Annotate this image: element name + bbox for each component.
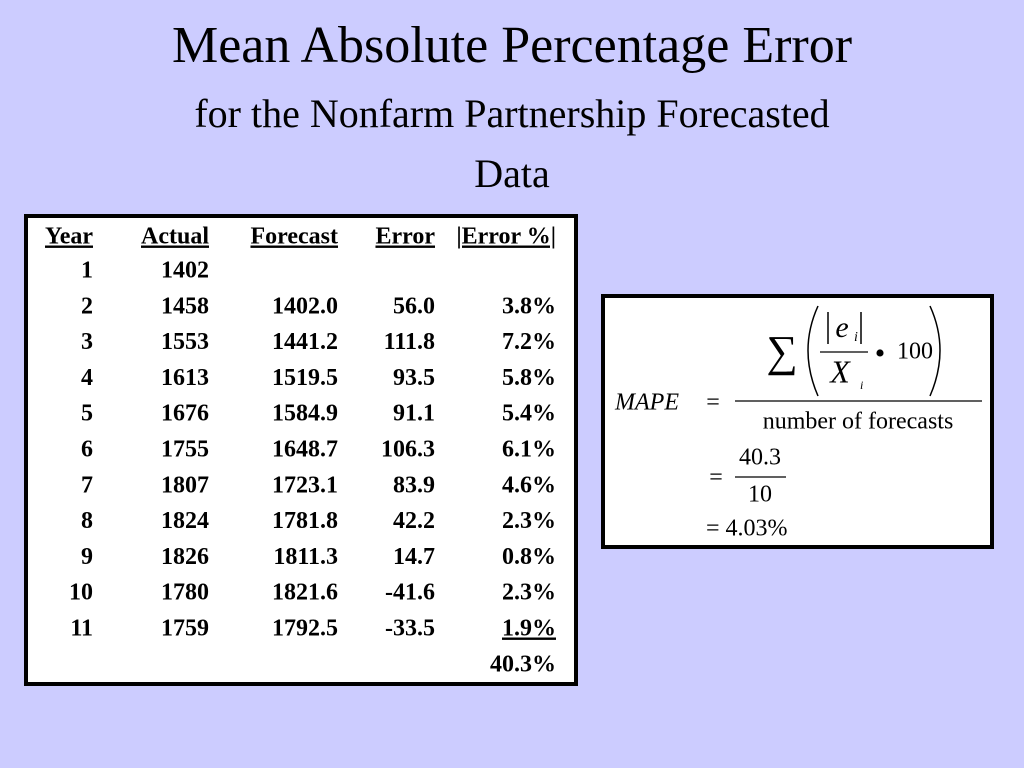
column-header: |Error %| xyxy=(456,224,556,250)
paren xyxy=(929,305,941,397)
table-cell: 5 xyxy=(81,401,93,427)
lhs: MAPE xyxy=(614,390,679,416)
denominator: number of forecasts xyxy=(763,409,954,435)
denominator: 10 xyxy=(748,482,772,508)
column-header: Year xyxy=(45,224,93,250)
table-cell: 1402.0 xyxy=(272,293,338,319)
table-cell: 10 xyxy=(69,580,93,606)
table-cell: 4 xyxy=(81,365,93,391)
table-cell: 1821.6 xyxy=(272,580,338,606)
subtitle: for the Nonfarm Partnership Forecasted xyxy=(194,91,829,136)
table: Year Actual Forecast Error |Error %| 1 1402 2 14… xyxy=(45,224,556,678)
table-cell: 3 xyxy=(81,329,93,355)
table-cell: 14.7 xyxy=(393,544,435,570)
table-cell: 2.3% xyxy=(502,508,556,534)
table-cell: 3.8% xyxy=(502,293,556,319)
var: X xyxy=(828,353,851,389)
table-cell: 1759 xyxy=(161,616,209,642)
paren xyxy=(807,305,819,397)
table-cell: 1676 xyxy=(161,401,209,427)
table-cell: 1755 xyxy=(161,437,209,463)
column-header: Forecast xyxy=(250,224,338,250)
table-cell: 9 xyxy=(81,544,93,570)
table-cell: 7 xyxy=(81,472,93,498)
table-cell: 1792.5 xyxy=(272,616,338,642)
table-cell: 2.3% xyxy=(502,580,556,606)
table-cell: 2 xyxy=(81,293,93,319)
table-cell: 1780 xyxy=(161,580,209,606)
table-cell: 1584.9 xyxy=(272,401,338,427)
table-cell: 1519.5 xyxy=(272,365,338,391)
numerator: 40.3 xyxy=(739,445,781,471)
table-cell: 5.4% xyxy=(502,401,556,427)
table-cell: 1402 xyxy=(161,258,209,284)
operator: • xyxy=(875,337,886,370)
table-cell: 1613 xyxy=(161,365,209,391)
table-cell: 1648.7 xyxy=(272,437,338,463)
title: Mean Absolute Percentage Error xyxy=(172,17,852,74)
result: = 4.03% xyxy=(706,516,788,542)
equals: = xyxy=(709,465,723,491)
formula: ∑ e i X i • 100 MAPE = number of forecas… xyxy=(614,305,982,542)
subscript: i xyxy=(854,330,858,345)
table-cell: 11 xyxy=(70,616,93,642)
var: e xyxy=(835,311,848,344)
table-cell: 111.8 xyxy=(384,329,435,355)
table-cell: 1811.3 xyxy=(273,544,338,570)
table-cell: 93.5 xyxy=(393,365,435,391)
column-header: Error xyxy=(375,224,435,250)
table-cell: 106.3 xyxy=(381,437,435,463)
subtitle: Data xyxy=(474,151,550,196)
table-cell: 1458 xyxy=(161,293,209,319)
table-cell: 8 xyxy=(81,508,93,534)
table-cell: 6 xyxy=(81,437,93,463)
table-cell: 7.2% xyxy=(502,329,556,355)
equals: = xyxy=(706,390,720,416)
factor: 100 xyxy=(897,339,933,365)
table-cell: 1553 xyxy=(161,329,209,355)
table-cell: 1807 xyxy=(161,472,209,498)
table-cell: 5.8% xyxy=(502,365,556,391)
table-cell: 0.8% xyxy=(502,544,556,570)
table-cell: 42.2 xyxy=(393,508,435,534)
table-cell: 1.9% xyxy=(502,616,556,642)
table-cell: 1824 xyxy=(161,508,209,534)
table-cell: -33.5 xyxy=(385,616,435,642)
table-cell: -41.6 xyxy=(385,580,435,606)
subscript: i xyxy=(860,378,863,392)
table-total: 40.3% xyxy=(490,651,556,677)
table-cell: 1826 xyxy=(161,544,209,570)
sum-sign: ∑ xyxy=(766,327,797,376)
table-cell: 91.1 xyxy=(393,401,435,427)
table-cell: 56.0 xyxy=(393,293,435,319)
formula-box xyxy=(601,294,994,549)
table-cell: 1781.8 xyxy=(272,508,338,534)
table-cell: 1723.1 xyxy=(272,472,338,498)
table-cell: 83.9 xyxy=(393,472,435,498)
table-cell: 1 xyxy=(81,258,93,284)
table-box xyxy=(24,214,578,686)
table-cell: 6.1% xyxy=(502,437,556,463)
table-cell: 4.6% xyxy=(502,472,556,498)
table-cell: 1441.2 xyxy=(272,329,338,355)
column-header: Actual xyxy=(141,224,209,250)
